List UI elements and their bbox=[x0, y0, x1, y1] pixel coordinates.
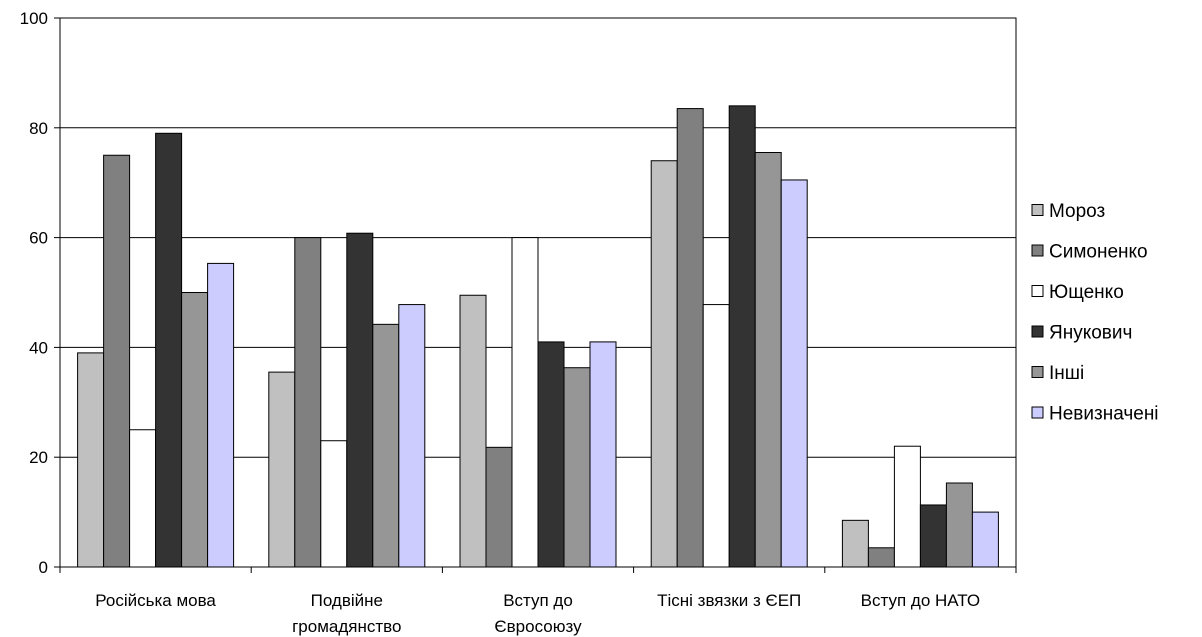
legend-label: Інші bbox=[1049, 363, 1084, 384]
y-tick-labels: 0 20 40 60 80 100 bbox=[20, 9, 60, 577]
axes bbox=[59, 17, 1017, 573]
category-label: громадянство bbox=[292, 617, 401, 636]
y-tick-label: 80 bbox=[29, 119, 48, 138]
y-tick-label: 0 bbox=[39, 558, 48, 577]
legend-label: Симоненко bbox=[1049, 242, 1148, 263]
bar bbox=[650, 160, 678, 568]
bar bbox=[563, 367, 591, 568]
bar bbox=[676, 108, 704, 568]
bar bbox=[841, 519, 869, 568]
bar bbox=[294, 237, 322, 568]
legend-label: Ющенко bbox=[1049, 282, 1124, 303]
bar bbox=[867, 547, 895, 568]
legend: Мороз Симоненко Ющенко Янукович Інші Невизнач… bbox=[1031, 201, 1159, 425]
bar bbox=[485, 446, 513, 568]
bar bbox=[893, 445, 921, 568]
bar bbox=[268, 371, 296, 568]
legend-label: Невизначені bbox=[1049, 404, 1159, 425]
bar bbox=[207, 262, 235, 568]
category-label: Євросоюзу bbox=[494, 617, 582, 636]
category-labels: Російська мова Подвійне громадянство Вступ … bbox=[95, 591, 980, 636]
legend-swatch bbox=[1031, 244, 1044, 257]
bar bbox=[77, 352, 105, 568]
legend-swatch bbox=[1031, 366, 1044, 378]
bar bbox=[754, 152, 782, 568]
bar bbox=[537, 341, 565, 568]
bar bbox=[945, 482, 973, 568]
bar bbox=[511, 237, 539, 568]
bar bbox=[589, 341, 617, 568]
category-label: Російська мова bbox=[95, 591, 216, 610]
bar bbox=[780, 179, 808, 568]
category-label: Вступ до bbox=[503, 591, 573, 610]
y-tick-label: 100 bbox=[20, 9, 48, 28]
category-label: Вступ до НАТО bbox=[861, 591, 980, 610]
bar bbox=[372, 323, 400, 568]
legend-swatch bbox=[1031, 325, 1044, 338]
legend-swatch bbox=[1031, 204, 1044, 216]
bar bbox=[103, 154, 131, 568]
bar bbox=[181, 292, 209, 568]
bar bbox=[459, 294, 487, 568]
bar bbox=[346, 232, 374, 568]
bar bbox=[728, 105, 756, 568]
y-tick-label: 20 bbox=[29, 448, 48, 467]
legend-label: Мороз bbox=[1049, 201, 1105, 222]
bar bbox=[919, 504, 947, 568]
bar bbox=[155, 132, 183, 568]
plot-area bbox=[59, 17, 1017, 568]
y-tick-label: 40 bbox=[29, 338, 48, 357]
bar bbox=[971, 511, 999, 568]
bars bbox=[77, 105, 999, 568]
bar bbox=[398, 304, 426, 568]
bar bbox=[320, 440, 348, 568]
legend-label: Янукович bbox=[1049, 323, 1132, 344]
legend-swatch bbox=[1031, 406, 1044, 419]
category-label: Тісні звязки з ЄЕП bbox=[657, 591, 801, 610]
category-label: Подвійне bbox=[311, 591, 383, 610]
bar bbox=[702, 304, 730, 568]
bar bbox=[129, 429, 157, 568]
y-tick-label: 60 bbox=[29, 229, 48, 248]
legend-swatch bbox=[1031, 285, 1044, 297]
